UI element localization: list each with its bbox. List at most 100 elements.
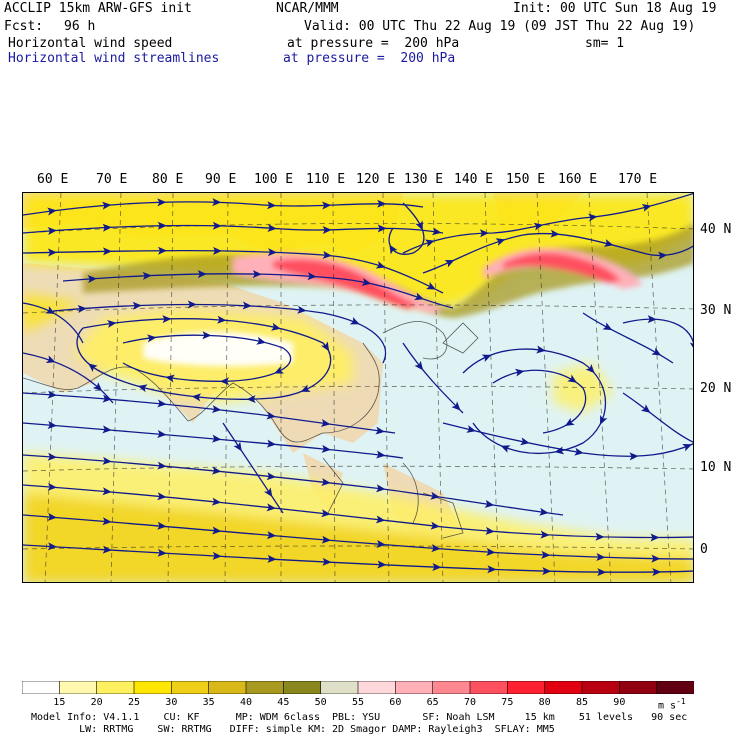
streamline-arrowhead: [266, 411, 276, 420]
streamline-arrowhead: [466, 425, 476, 433]
streamline-arrowhead: [165, 374, 175, 383]
streamline-arrowhead: [266, 531, 277, 540]
streamline-arrowhead: [602, 322, 613, 331]
streamline-arrowhead: [430, 491, 440, 500]
streamline-arrowhead: [539, 507, 549, 516]
streamline-arrowhead: [220, 377, 230, 386]
streamline-arrowhead: [162, 315, 172, 324]
streamline-arrowhead: [77, 304, 87, 313]
streamline-arrowhead: [595, 532, 605, 541]
model-title: ACCLIP 15km ARW-GFS init: [4, 1, 192, 16]
streamline-arrowhead: [212, 198, 222, 207]
lon-label: 70 E: [96, 172, 128, 187]
streamline-arrowhead: [300, 384, 311, 392]
streamline-arrowhead: [479, 229, 489, 238]
colorbar-tick-label: 40: [239, 697, 253, 708]
streamline-arrowhead: [197, 270, 207, 279]
streamline-arrowhead: [137, 384, 148, 393]
streamline-arrowhead: [486, 547, 496, 556]
colorbar-swatch: [432, 681, 471, 694]
streamline-arrowhead: [487, 565, 497, 574]
streamline-arrowhead: [431, 227, 442, 236]
streamline-arrowhead: [600, 414, 608, 425]
streamline-arrowhead: [597, 568, 607, 577]
streamline-arrowhead: [211, 466, 222, 475]
streamline-arrowhead: [102, 517, 112, 526]
colorbar-tick-label: 65: [426, 697, 439, 708]
streamline-arrowhead: [157, 198, 167, 207]
colorbar: [22, 681, 694, 694]
streamline-arrowhead: [212, 246, 222, 255]
streamline-arrowhead: [321, 535, 331, 544]
streamline-arrowhead: [377, 224, 387, 233]
streamline-arrowhead: [651, 347, 662, 356]
streamline-arrowhead: [47, 452, 57, 461]
colorbar-swatch: [581, 681, 621, 694]
colorbar-tick-label: 35: [202, 697, 215, 708]
colorbar-tick-label: 30: [165, 697, 178, 708]
valid-time: Valid: 00 UTC Thu 22 Aug 19 (09 JST Thu …: [304, 19, 696, 34]
streamline-arrowhead: [102, 456, 112, 465]
streamline-arrowhead: [47, 542, 57, 551]
streamline-arrowhead: [651, 554, 661, 563]
streamline-arrowhead: [157, 399, 167, 408]
colorbar-tick-label: 80: [538, 697, 551, 708]
colorbar-tick-label: 25: [127, 697, 141, 708]
streamline-arrowhead: [157, 492, 167, 501]
streamline-arrowhead: [585, 364, 595, 374]
colorbar-swatch: [96, 681, 135, 694]
forecast-label: Fcst:: [4, 19, 44, 34]
streamline-arrowhead: [377, 560, 387, 569]
streamline-arrowhead: [658, 251, 668, 260]
streamline-arrowhead: [322, 226, 332, 235]
streamline-arrowhead: [689, 341, 693, 351]
streamline-arrowhead: [640, 404, 651, 413]
streamline-arrowhead: [533, 222, 544, 231]
streamline-arrowhead: [389, 244, 398, 255]
lat-label: 30 N: [700, 303, 732, 318]
lon-label: 130 E: [404, 172, 444, 187]
coastlines: [23, 321, 479, 539]
streamline-arrowhead: [432, 562, 442, 571]
colorbar-tick-label: 90: [613, 697, 626, 708]
streamline-arrowhead: [321, 444, 331, 453]
streamline-arrowhead: [414, 360, 424, 371]
model-info-line2: LW: RRTMG SW: RRTMG DIFF: simple KM: 2D …: [31, 724, 555, 735]
streamline-arrowhead: [322, 201, 332, 210]
streamline-arrowhead: [217, 315, 227, 324]
field2-name: Horizontal wind streamlines: [8, 51, 220, 66]
graticule: [23, 193, 693, 582]
unit-text: m s: [658, 700, 677, 712]
colorbar-swatch: [133, 681, 173, 694]
streamline-arrowhead: [233, 441, 242, 452]
colorbar-tick-label: 45: [277, 697, 290, 708]
lat-label: 40 N: [700, 222, 732, 237]
streamline-arrowhead: [485, 526, 495, 535]
streamline-arrowhead: [650, 533, 660, 542]
streamline-arrowhead: [252, 270, 262, 279]
streamline-arrowhead: [307, 272, 317, 281]
streamline-arrowhead: [256, 336, 266, 345]
streamline-arrowhead: [267, 223, 277, 232]
model-info-line1: Model Info: V4.1.1 CU: KF MP: WDM 6class…: [31, 712, 688, 723]
field1-level: at pressure = 200 hPa: [287, 36, 460, 51]
colorbar-swatch: [507, 681, 546, 694]
colorbar-tick-label: 85: [575, 697, 589, 708]
streamline-arrowhead: [567, 374, 577, 383]
streamline-arrowhead: [211, 434, 222, 443]
colorbar-swatch: [544, 681, 583, 694]
colorbar-tick-label: 50: [314, 697, 327, 708]
streamline-arrowhead: [266, 439, 277, 448]
streamline-arrowhead: [682, 443, 693, 452]
streamline-arrowhead: [47, 421, 57, 429]
streamline-arrowhead: [321, 509, 331, 518]
streamline-arrowhead: [536, 345, 546, 354]
streamline-arrowhead: [212, 526, 222, 535]
streamline-arrowhead: [430, 521, 440, 530]
streamline-arrowhead: [481, 354, 492, 363]
streamline-arrowhead: [47, 248, 57, 257]
streamline-arrowhead: [415, 220, 423, 231]
streamline-arrowhead: [588, 213, 598, 222]
streamline-arrowhead: [375, 260, 386, 269]
colorbar-swatch: [208, 681, 247, 694]
